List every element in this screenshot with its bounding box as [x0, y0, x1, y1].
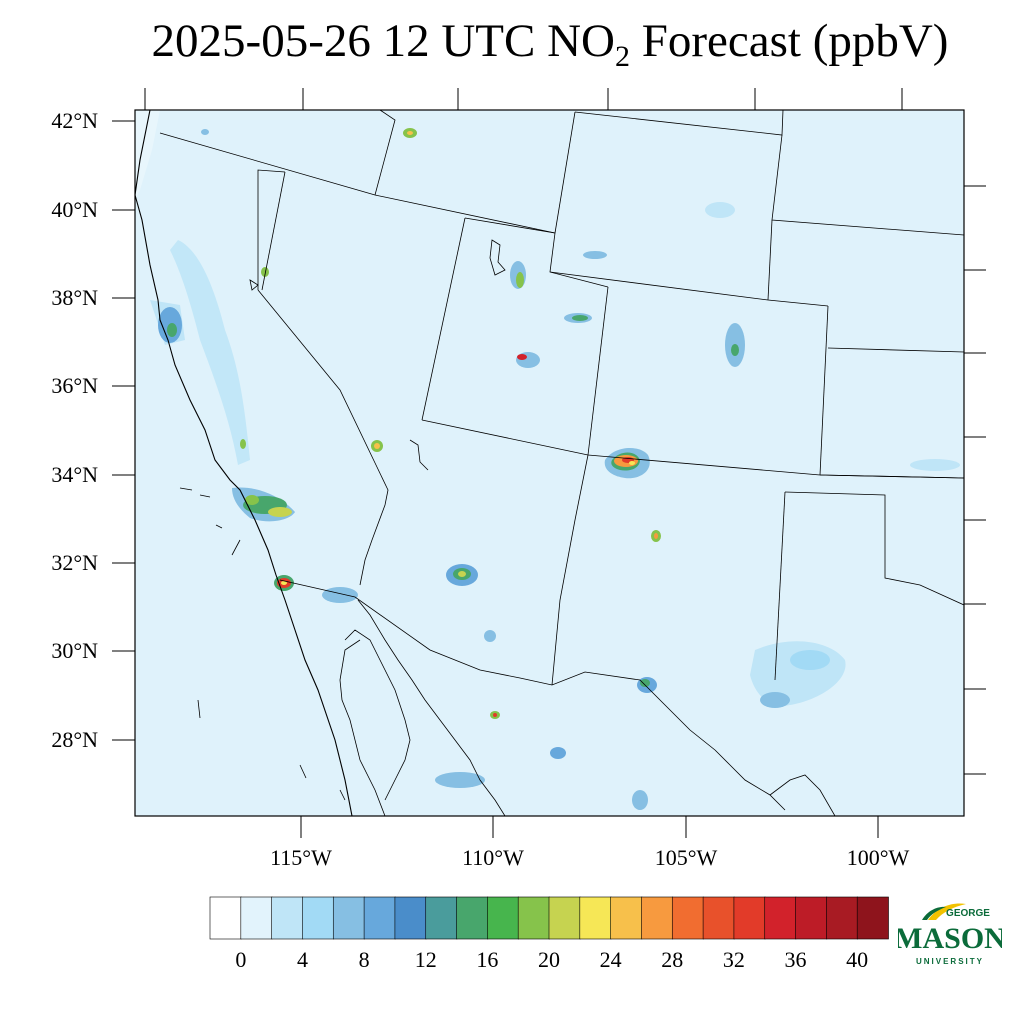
colorbar-tick-label: 28 — [661, 947, 684, 972]
title-subscript: 2 — [614, 40, 630, 73]
gulf-coastline — [339, 629, 411, 816]
colorbar-tick-label: 4 — [296, 947, 308, 972]
colorbar-swatch — [610, 896, 643, 940]
lat-label: 38°N — [51, 285, 98, 310]
colorbar-swatch — [856, 896, 889, 940]
lon-label: 105°W — [654, 845, 718, 870]
colorbar-swatch — [826, 896, 858, 940]
map-background — [135, 110, 964, 816]
lat-label: 40°N — [51, 197, 98, 222]
logo-mason: MASON — [898, 922, 1002, 955]
colorbar-tick-label: 0 — [235, 947, 247, 972]
logo-george: GEORGE — [946, 908, 990, 919]
us-mexico-border — [279, 579, 786, 811]
colorbar-swatch — [641, 896, 674, 940]
colorbar-swatch — [209, 896, 242, 940]
colorbar-tick-label: 16 — [476, 947, 499, 972]
axis-ticks — [112, 88, 986, 838]
colorbar-tick-label: 20 — [538, 947, 560, 972]
lon-label: 110°W — [462, 845, 524, 870]
colorbar-swatch — [671, 896, 704, 940]
colorbar-swatch — [425, 896, 458, 940]
pacific-ocean — [135, 110, 160, 200]
lat-label: 42°N — [51, 108, 98, 133]
logo-university: UNIVERSITY — [916, 957, 984, 966]
colorbar-swatch — [456, 896, 489, 940]
lat-label: 36°N — [51, 373, 98, 398]
colorbar-swatch — [302, 896, 335, 940]
title-suffix: Forecast (ppbV) — [629, 15, 949, 67]
colorbar-swatch — [517, 896, 550, 940]
az-nm-border — [551, 454, 589, 686]
lon-label: 100°W — [846, 845, 910, 870]
colorbar-swatch — [548, 896, 581, 940]
colorbar-swatch — [332, 896, 365, 940]
lat-label: 32°N — [51, 550, 98, 575]
colorbar-swatch — [702, 896, 735, 940]
colorbar-swatch — [795, 896, 828, 940]
colorbar-swatch — [394, 896, 427, 940]
colorbar-swatch — [733, 896, 766, 940]
colorbar-swatch — [487, 896, 519, 940]
lon-label: 115°W — [270, 845, 332, 870]
george-mason-logo: GEORGE MASON UNIVERSITY — [898, 903, 1002, 966]
pacific-coastline — [135, 110, 353, 816]
colorbar-swatch — [764, 896, 797, 940]
boundaries — [135, 110, 964, 816]
colorbar-tick-label: 40 — [846, 947, 869, 972]
colorbar-swatch — [579, 896, 612, 940]
colorbar-swatch — [363, 896, 396, 940]
colorbar-swatch — [271, 896, 304, 940]
colorbar-tick-label: 36 — [784, 947, 807, 972]
lat-label: 34°N — [51, 462, 98, 487]
lat-label: 28°N — [51, 727, 98, 752]
colorbar-tick-label: 24 — [599, 947, 622, 972]
chart-title: 2025-05-26 12 UTC NO2 Forecast (ppbV) — [0, 14, 1024, 74]
map-frame — [134, 109, 965, 817]
lat-label: 30°N — [51, 638, 98, 663]
colorbar-tick-label: 8 — [358, 947, 370, 972]
nv-ut-border — [421, 217, 466, 421]
colorbar — [209, 896, 889, 940]
colorbar-tick-label: 32 — [722, 947, 745, 972]
colorbar-swatch — [240, 896, 273, 940]
colorbar-tick-label: 12 — [414, 947, 437, 972]
title-main: 2025-05-26 12 UTC NO — [151, 15, 615, 67]
ca-nv-border — [257, 169, 389, 586]
